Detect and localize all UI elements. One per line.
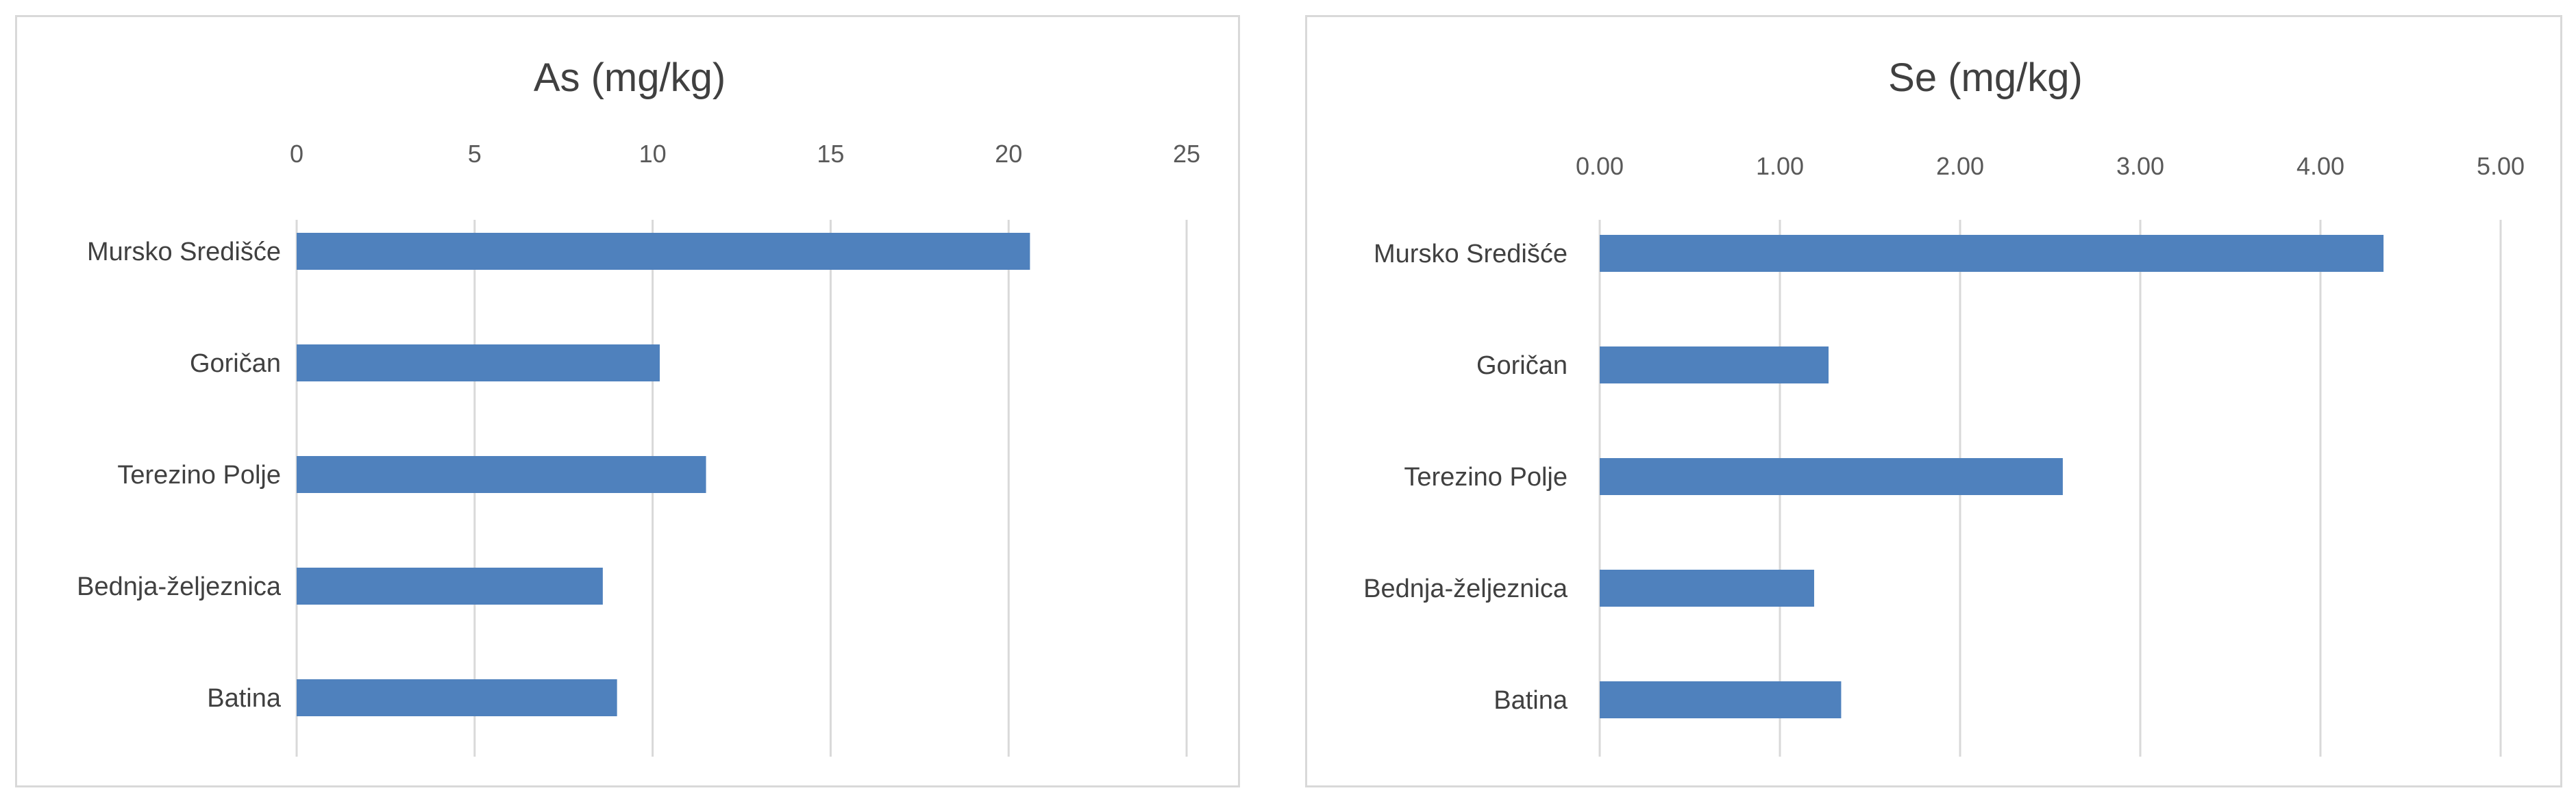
bar: [297, 679, 617, 716]
x-tick-label: 2.00: [1936, 152, 1984, 180]
x-tick-label: 0: [290, 140, 304, 168]
x-tick-label: 5.00: [2477, 152, 2525, 180]
x-tick-label: 20: [995, 140, 1022, 168]
x-tick-label: 3.00: [2116, 152, 2164, 180]
chart-as: As (mg/kg) 0 5 10 15 20 25 Mursko Središće Gori…: [77, 55, 1200, 757]
x-tick-label: 4.00: [2296, 152, 2344, 180]
category-label: Terezino Polje: [1404, 463, 1568, 492]
category-label: Mursko Središće: [1374, 240, 1568, 268]
category-label: Mursko Središće: [87, 238, 281, 266]
bar: [297, 233, 1030, 270]
bar: [297, 344, 660, 381]
category-label: Batina: [1494, 686, 1568, 715]
category-label: Goričan: [1476, 351, 1568, 380]
bar: [1600, 570, 1814, 607]
x-tick-label: 15: [817, 140, 844, 168]
x-tick-label: 1.00: [1756, 152, 1804, 180]
x-tick-label: 10: [639, 140, 667, 168]
x-tick-label: 25: [1173, 140, 1200, 168]
x-tick-label: 5: [468, 140, 482, 168]
chart-title: Se (mg/kg): [1888, 55, 2083, 100]
category-label: Bednja-željeznica: [1363, 575, 1568, 603]
chart-se: Se (mg/kg) 0.00 1.00 2.00 3.00 4.00 5.00 Mursk…: [1363, 55, 2525, 757]
bar: [1600, 458, 2063, 495]
category-label: Terezino Polje: [117, 461, 281, 490]
bar: [297, 568, 603, 605]
bar: [1600, 681, 1842, 718]
chart-title: As (mg/kg): [534, 55, 726, 100]
category-label: Goričan: [190, 349, 281, 378]
bar: [1600, 235, 2384, 272]
bar: [297, 456, 706, 493]
bar: [1600, 346, 1829, 383]
category-label: Batina: [207, 684, 282, 713]
chart-panel-se: Se (mg/kg) 0.00 1.00 2.00 3.00 4.00 5.00 Mursk…: [1305, 15, 2562, 787]
category-label: Bednja-željeznica: [77, 572, 282, 601]
x-tick-label: 0.00: [1576, 152, 1624, 180]
chart-panel-as: As (mg/kg) 0 5 10 15 20 25 Mursko Središće Gori…: [15, 15, 1240, 787]
